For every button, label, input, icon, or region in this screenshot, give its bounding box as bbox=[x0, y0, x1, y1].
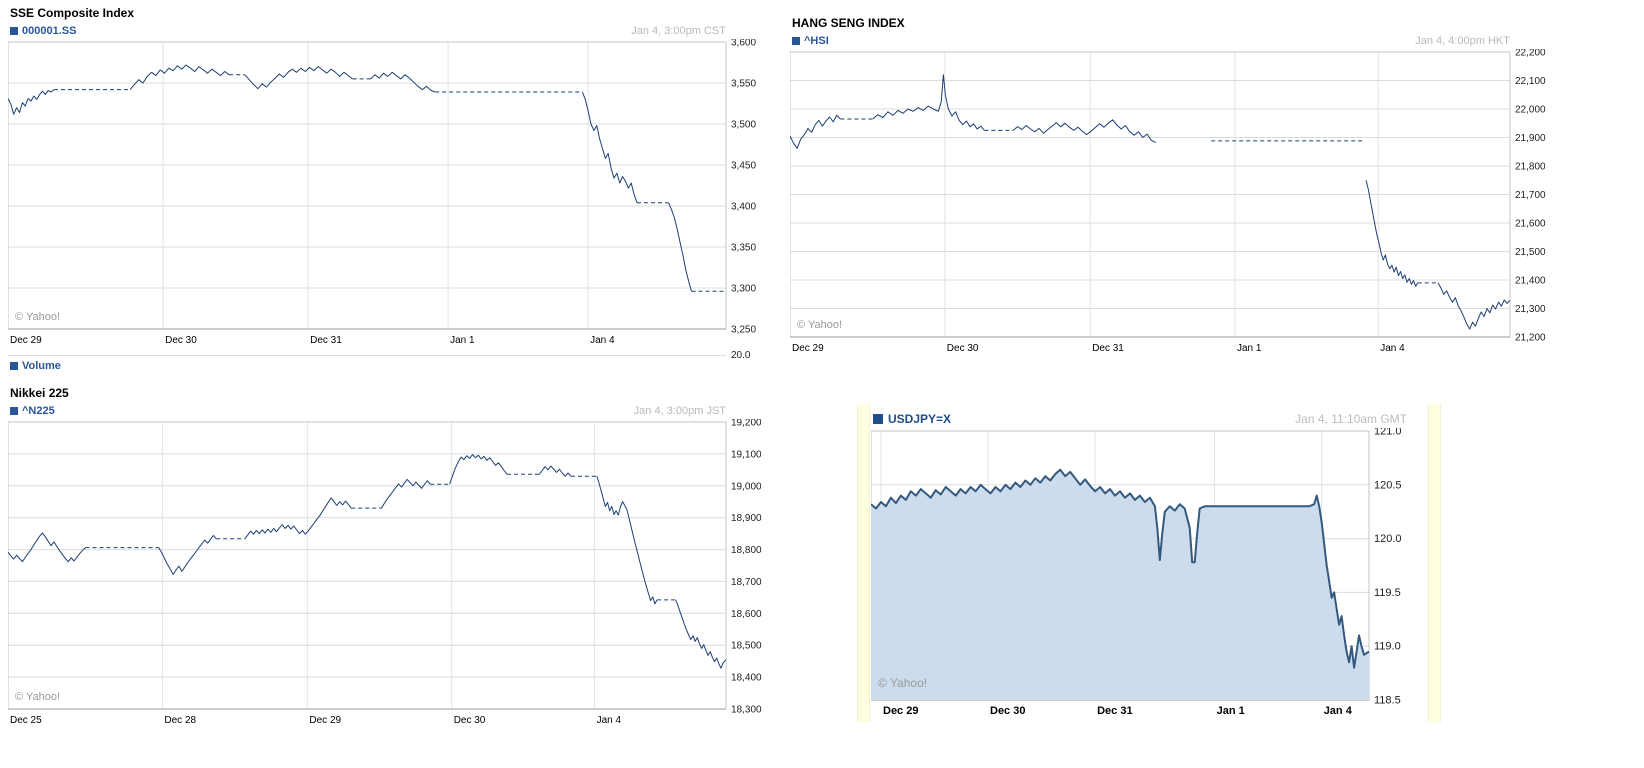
svg-text:21,600: 21,600 bbox=[1515, 219, 1546, 230]
svg-text:119.0: 119.0 bbox=[1374, 641, 1401, 653]
chart-title: Nikkei 225 bbox=[10, 386, 69, 400]
plot-area-wrap: 121.0 120.5 120.0 119.5 119.0 118.5 Dec 29 Dec … bbox=[870, 426, 1409, 722]
svg-text:Jan 1: Jan 1 bbox=[1237, 343, 1262, 354]
chart-timestamp: Jan 4, 3:00pm JST bbox=[633, 404, 726, 417]
price-plot: 121.0 120.5 120.0 119.5 119.0 118.5 Dec 29 Dec … bbox=[870, 426, 1409, 722]
volume-axis-tick: 20.0 bbox=[731, 350, 751, 361]
svg-text:Dec 29: Dec 29 bbox=[792, 343, 824, 354]
svg-text:Jan 4: Jan 4 bbox=[1324, 705, 1353, 717]
svg-text:21,400: 21,400 bbox=[1515, 276, 1546, 287]
series-symbol: ^HSI bbox=[804, 34, 829, 47]
svg-text:Dec 31: Dec 31 bbox=[1097, 705, 1132, 717]
series-symbol: 000001.SS bbox=[22, 24, 77, 37]
svg-text:18,800: 18,800 bbox=[731, 545, 762, 556]
chart-legend: USDJPY=X Jan 4, 11:10am GMT bbox=[873, 409, 1409, 428]
svg-text:19,200: 19,200 bbox=[731, 419, 762, 429]
svg-text:3,300: 3,300 bbox=[731, 284, 756, 295]
svg-text:Dec 29: Dec 29 bbox=[883, 705, 918, 717]
svg-text:Jan 1: Jan 1 bbox=[1217, 705, 1245, 717]
series-swatch bbox=[792, 36, 800, 45]
chart-legend: ^N225 Jan 4, 3:00pm JST bbox=[10, 402, 770, 419]
svg-text:21,800: 21,800 bbox=[1515, 162, 1546, 173]
svg-text:Jan 4: Jan 4 bbox=[597, 715, 622, 726]
svg-text:3,450: 3,450 bbox=[731, 161, 756, 172]
svg-text:21,500: 21,500 bbox=[1515, 247, 1546, 258]
svg-text:21,900: 21,900 bbox=[1515, 133, 1546, 144]
svg-text:22,000: 22,000 bbox=[1515, 105, 1546, 116]
svg-text:120.5: 120.5 bbox=[1374, 479, 1402, 491]
price-plot: 19,200 19,100 19,000 18,900 18,800 18,700 18,6… bbox=[7, 418, 770, 731]
volume-pane: 20.0 Volume bbox=[8, 350, 760, 385]
svg-text:18,700: 18,700 bbox=[731, 577, 762, 588]
svg-text:19,000: 19,000 bbox=[731, 481, 762, 492]
plot-area-wrap: 19,200 19,100 19,000 18,900 18,800 18,700 18,6… bbox=[7, 418, 770, 731]
svg-text:Jan 4: Jan 4 bbox=[1380, 343, 1405, 354]
svg-text:Dec 31: Dec 31 bbox=[310, 335, 342, 346]
chart-timestamp: Jan 4, 11:10am GMT bbox=[1295, 411, 1407, 426]
svg-text:3,400: 3,400 bbox=[731, 202, 756, 213]
svg-text:3,600: 3,600 bbox=[731, 39, 756, 49]
svg-text:120.0: 120.0 bbox=[1374, 533, 1402, 545]
series-swatch bbox=[10, 406, 18, 415]
svg-text:3,250: 3,250 bbox=[731, 325, 756, 336]
svg-text:18,400: 18,400 bbox=[731, 673, 762, 684]
series-symbol: USDJPY=X bbox=[888, 411, 952, 426]
chart-title: SSE Composite Index bbox=[10, 6, 135, 20]
volume-swatch bbox=[10, 362, 18, 370]
yahoo-watermark: © Yahoo! bbox=[878, 676, 928, 690]
svg-text:18,500: 18,500 bbox=[731, 641, 762, 652]
volume-gridline bbox=[8, 355, 726, 356]
svg-text:Dec 30: Dec 30 bbox=[947, 343, 979, 354]
svg-text:Dec 31: Dec 31 bbox=[1092, 343, 1124, 354]
yahoo-watermark: © Yahoo! bbox=[15, 311, 61, 323]
svg-text:118.5: 118.5 bbox=[1374, 695, 1401, 707]
svg-text:Dec 29: Dec 29 bbox=[10, 335, 42, 346]
price-plot: 3,600 3,550 3,500 3,450 3,400 3,350 3,300 3,250… bbox=[7, 38, 760, 351]
svg-text:21,200: 21,200 bbox=[1515, 333, 1546, 344]
svg-text:119.5: 119.5 bbox=[1374, 587, 1401, 599]
price-plot: 22,200 22,100 22,000 21,900 21,800 21,700 21,6… bbox=[789, 48, 1556, 359]
volume-label: Volume bbox=[22, 360, 61, 372]
svg-text:121.0: 121.0 bbox=[1374, 428, 1402, 438]
svg-text:Dec 30: Dec 30 bbox=[990, 705, 1025, 717]
series-swatch bbox=[873, 413, 883, 424]
plot-area-wrap: 22,200 22,100 22,000 21,900 21,800 21,700 21,6… bbox=[789, 48, 1556, 359]
svg-text:18,300: 18,300 bbox=[731, 705, 762, 716]
volume-legend: Volume bbox=[10, 360, 61, 372]
svg-text:Dec 30: Dec 30 bbox=[454, 715, 486, 726]
chart-nikkei-225: Nikkei 225 ^N225 Jan 4, 3:00pm JST 19,20… bbox=[7, 386, 770, 731]
svg-text:18,900: 18,900 bbox=[731, 513, 762, 524]
chart-sse-composite: SSE Composite Index 000001.SS Jan 4, 3:0… bbox=[7, 6, 760, 385]
svg-text:Dec 30: Dec 30 bbox=[165, 335, 197, 346]
series-symbol: ^N225 bbox=[22, 404, 55, 417]
svg-text:22,200: 22,200 bbox=[1515, 49, 1546, 59]
svg-text:Dec 28: Dec 28 bbox=[164, 715, 196, 726]
svg-text:Jan 4: Jan 4 bbox=[590, 335, 615, 346]
svg-text:Dec 29: Dec 29 bbox=[309, 715, 341, 726]
chart-timestamp: Jan 4, 4:00pm HKT bbox=[1415, 34, 1510, 47]
svg-text:19,100: 19,100 bbox=[731, 449, 762, 460]
yahoo-watermark: © Yahoo! bbox=[797, 319, 843, 331]
svg-text:Jan 1: Jan 1 bbox=[450, 335, 475, 346]
svg-text:3,500: 3,500 bbox=[731, 120, 756, 131]
svg-text:Dec 25: Dec 25 bbox=[10, 715, 42, 726]
yahoo-watermark: © Yahoo! bbox=[15, 691, 61, 703]
session-strip-right bbox=[1428, 404, 1441, 722]
chart-hang-seng: HANG SENG INDEX ^HSI Jan 4, 4:00pm HKT 2… bbox=[789, 16, 1556, 359]
chart-timestamp: Jan 4, 3:00pm CST bbox=[631, 24, 726, 37]
svg-text:21,700: 21,700 bbox=[1515, 190, 1546, 201]
series-swatch bbox=[10, 26, 18, 35]
chart-legend: 000001.SS Jan 4, 3:00pm CST bbox=[10, 22, 760, 39]
svg-text:3,350: 3,350 bbox=[731, 243, 756, 254]
svg-text:22,100: 22,100 bbox=[1515, 76, 1546, 87]
chart-usdjpy: USDJPY=X Jan 4, 11:10am GMT 121.0 120.5 12… bbox=[857, 404, 1442, 722]
session-strip-left bbox=[857, 404, 870, 722]
svg-text:3,550: 3,550 bbox=[731, 79, 756, 90]
chart-title: HANG SENG INDEX bbox=[792, 16, 905, 30]
fx-chart-inner: USDJPY=X Jan 4, 11:10am GMT 121.0 120.5 12… bbox=[870, 409, 1409, 722]
plot-area-wrap: 3,600 3,550 3,500 3,450 3,400 3,350 3,300 3,250… bbox=[7, 38, 760, 351]
svg-text:21,300: 21,300 bbox=[1515, 304, 1546, 315]
chart-legend: ^HSI Jan 4, 4:00pm HKT bbox=[792, 32, 1556, 49]
svg-text:18,600: 18,600 bbox=[731, 609, 762, 620]
